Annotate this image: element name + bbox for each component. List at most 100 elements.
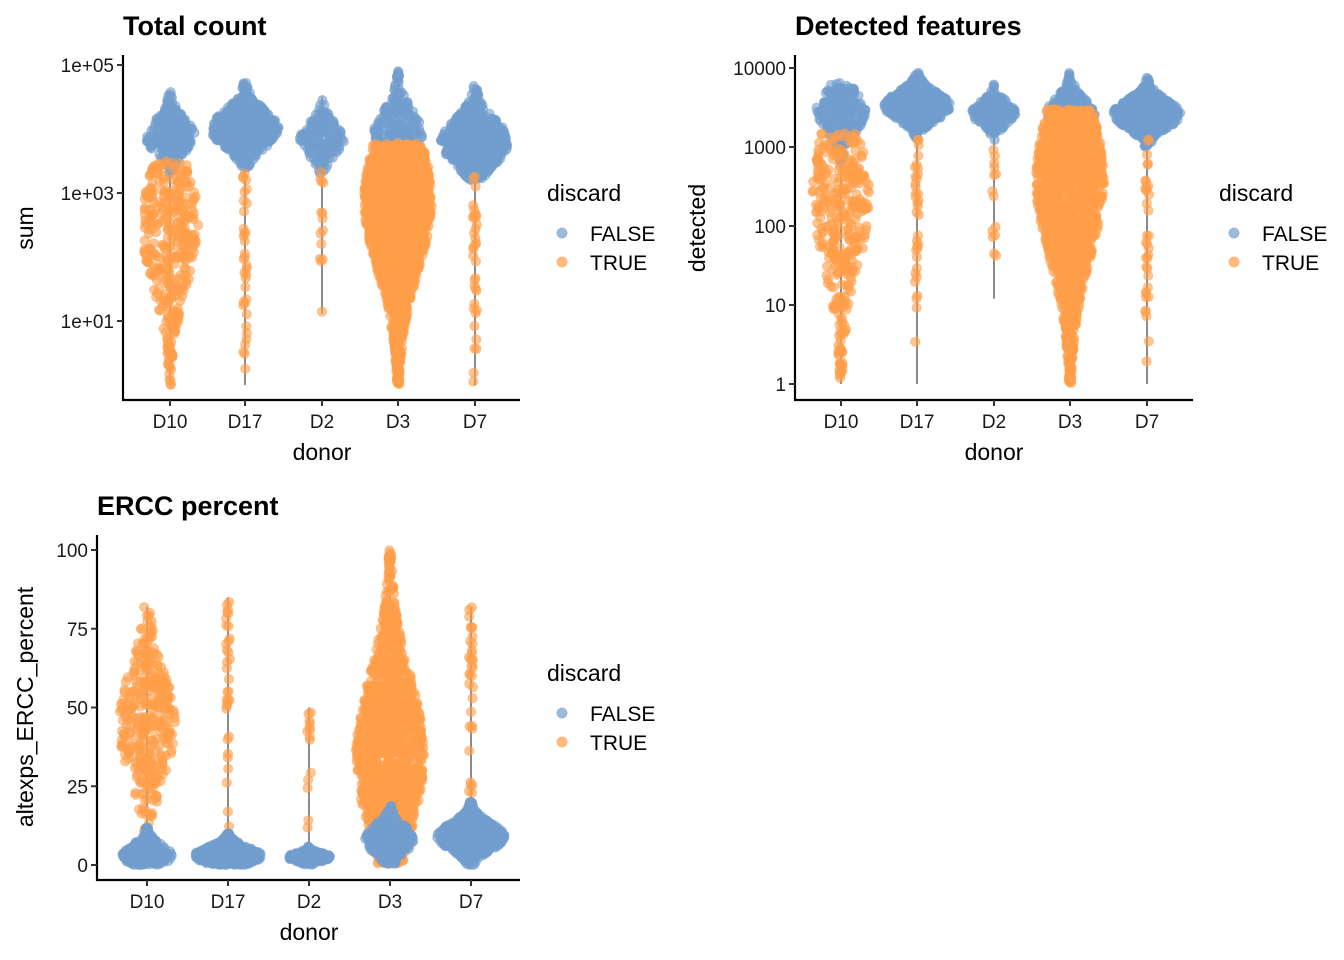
- data-point: [814, 156, 825, 168]
- data-point: [825, 197, 836, 208]
- data-point: [423, 184, 434, 195]
- x-tick-label: D3: [386, 412, 410, 433]
- data-point: [315, 253, 326, 264]
- data-point: [474, 138, 485, 150]
- data-point: [234, 153, 245, 164]
- data-point: [246, 94, 257, 105]
- data-point: [854, 194, 865, 205]
- data-point: [921, 115, 932, 126]
- data-point: [143, 257, 154, 268]
- data-point: [161, 212, 172, 223]
- data-point: [856, 151, 867, 163]
- data-point: [165, 115, 176, 126]
- data-point: [466, 116, 477, 128]
- data-point: [446, 137, 457, 148]
- data-point: [154, 134, 166, 145]
- data-point: [842, 230, 853, 241]
- data-point: [383, 302, 394, 313]
- data-point: [841, 211, 852, 222]
- data-point: [457, 153, 468, 164]
- data-point: [240, 282, 251, 293]
- y-tick-label: 1e+03: [61, 184, 114, 205]
- data-point: [175, 184, 186, 195]
- data-point: [409, 196, 420, 207]
- data-point: [154, 304, 165, 315]
- data-point: [241, 309, 252, 320]
- legend-label: FALSE: [590, 223, 655, 246]
- data-point: [838, 328, 850, 339]
- data-point: [180, 142, 191, 153]
- legend-key-true: [556, 256, 568, 268]
- data-point: [461, 130, 472, 141]
- data-point: [834, 372, 846, 383]
- data-point: [911, 235, 923, 247]
- data-point: [892, 103, 903, 114]
- data-point: [829, 87, 840, 98]
- data-point: [397, 143, 409, 154]
- data-point: [145, 267, 156, 278]
- data-point: [470, 181, 481, 192]
- data-point: [824, 132, 835, 143]
- data-point: [409, 277, 420, 288]
- data-point: [317, 138, 328, 149]
- data-point: [918, 93, 929, 104]
- data-point: [474, 123, 485, 134]
- data-point: [915, 80, 926, 91]
- data-point: [819, 97, 830, 108]
- data-point: [397, 120, 408, 131]
- x-tick-label: D2: [310, 412, 334, 433]
- data-point: [362, 178, 373, 189]
- data-point: [315, 228, 326, 239]
- data-point: [165, 375, 176, 386]
- data-point: [241, 184, 252, 195]
- data-point: [239, 124, 250, 135]
- data-point: [401, 261, 412, 272]
- data-point: [814, 113, 825, 125]
- data-point: [469, 343, 480, 354]
- data-point: [182, 132, 193, 143]
- data-point: [412, 172, 423, 183]
- data-point: [171, 104, 182, 115]
- data-point: [834, 78, 845, 89]
- data-point: [833, 220, 844, 231]
- data-point: [334, 144, 345, 155]
- data-point: [913, 209, 925, 220]
- data-point: [396, 297, 407, 309]
- data-point: [315, 112, 326, 123]
- data-point: [911, 302, 922, 313]
- data-point: [882, 95, 893, 106]
- data-point: [151, 275, 162, 286]
- data-point: [362, 204, 373, 215]
- data-point: [316, 306, 328, 317]
- data-point: [847, 265, 858, 276]
- data-point: [380, 253, 391, 264]
- data-point: [470, 272, 481, 284]
- data-point: [378, 201, 389, 212]
- data-point: [848, 136, 859, 147]
- data-point: [319, 99, 330, 111]
- data-point: [139, 235, 150, 246]
- x-tick-label: D17: [228, 412, 263, 433]
- data-point: [397, 235, 408, 246]
- data-point: [316, 238, 327, 249]
- data-point: [377, 156, 388, 167]
- data-point: [162, 256, 173, 267]
- data-point: [842, 184, 853, 195]
- data-point: [835, 359, 846, 370]
- data-point: [223, 105, 235, 117]
- data-point: [248, 154, 259, 165]
- data-point: [393, 99, 404, 110]
- legend-label: TRUE: [590, 252, 647, 275]
- data-point: [181, 270, 192, 282]
- data-point: [371, 146, 382, 157]
- data-point: [172, 306, 183, 317]
- data-point: [471, 334, 482, 345]
- data-point: [385, 151, 396, 162]
- data-point: [315, 146, 326, 157]
- data-point: [297, 129, 308, 141]
- data-point: [409, 125, 420, 136]
- data-point: [933, 107, 944, 118]
- data-point: [241, 175, 252, 186]
- data-point: [394, 317, 405, 328]
- data-point: [193, 220, 204, 231]
